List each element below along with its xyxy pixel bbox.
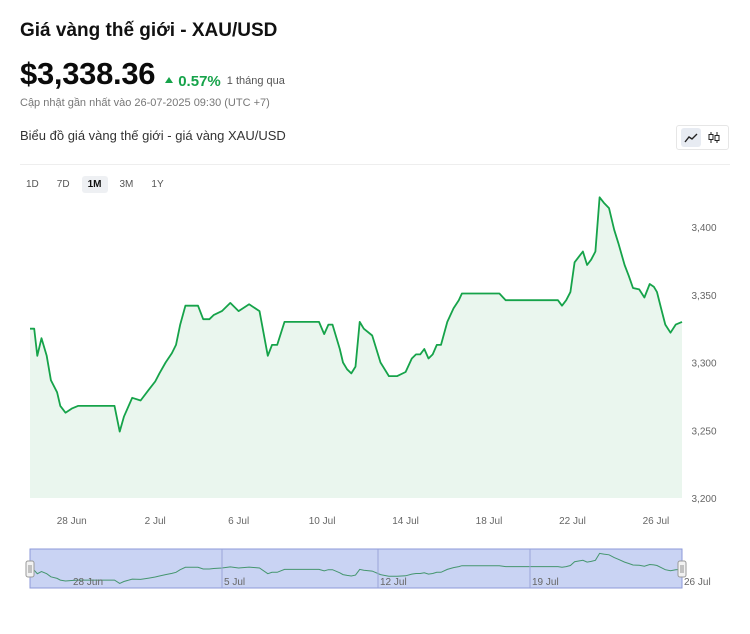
price-area bbox=[30, 197, 682, 499]
price-row: $3,338.36 0.57% 1 tháng qua bbox=[20, 56, 285, 92]
line-chart-icon bbox=[684, 133, 698, 142]
y-tick-label: 3,200 bbox=[691, 494, 716, 505]
price-line bbox=[30, 196, 683, 433]
range-7d[interactable]: 7D bbox=[56, 179, 70, 190]
x-tick-label: 2 Jul bbox=[145, 516, 166, 527]
up-arrow-icon bbox=[165, 77, 174, 83]
navigator-window bbox=[29, 548, 683, 589]
price-change: 0.57% bbox=[165, 73, 221, 90]
y-tick-label: 3,250 bbox=[691, 426, 716, 437]
navigator-label: 5 Jul bbox=[224, 577, 245, 588]
y-tick-label: 3,350 bbox=[691, 291, 716, 302]
range-3m[interactable]: 3M bbox=[119, 179, 134, 190]
x-tick-label: 18 Jul bbox=[476, 516, 503, 527]
candlestick-icon bbox=[708, 132, 720, 143]
navigator-left-handle[interactable] bbox=[25, 560, 35, 578]
change-percent: 0.57% bbox=[178, 72, 221, 90]
last-updated: Cập nhật gần nhất vào 26-07-2025 09:30 (… bbox=[20, 97, 270, 109]
chart-type-toggle bbox=[676, 125, 729, 150]
section-divider bbox=[20, 164, 730, 165]
y-tick-label: 3,400 bbox=[691, 223, 716, 234]
navigator-right-handle[interactable] bbox=[677, 560, 687, 578]
chart-subtitle: Biểu đồ giá vàng thế giới - giá vàng XAU… bbox=[20, 128, 286, 143]
navigator-label: 26 Jul bbox=[684, 577, 711, 588]
navigator-line bbox=[30, 552, 683, 584]
page-title: Giá vàng thế giới - XAU/USD bbox=[20, 20, 278, 41]
line-chart-button[interactable] bbox=[681, 128, 702, 147]
range-1m[interactable]: 1M bbox=[81, 176, 108, 193]
x-tick-label: 10 Jul bbox=[309, 516, 336, 527]
candlestick-chart-button[interactable] bbox=[704, 128, 724, 147]
x-tick-label: 26 Jul bbox=[643, 516, 670, 527]
range-selector: 1D 7D 1M 3M 1Y bbox=[20, 176, 176, 193]
navigator-label: 12 Jul bbox=[380, 577, 407, 588]
x-tick-label: 28 Jun bbox=[57, 516, 87, 527]
x-tick-label: 22 Jul bbox=[559, 516, 586, 527]
y-tick-label: 3,300 bbox=[691, 359, 716, 370]
current-price: $3,338.36 bbox=[20, 56, 156, 91]
x-tick-label: 14 Jul bbox=[392, 516, 419, 527]
navigator-label: 28 Jun bbox=[73, 577, 103, 588]
navigator-label: 19 Jul bbox=[532, 577, 559, 588]
change-period: 1 tháng qua bbox=[226, 75, 285, 87]
range-1y[interactable]: 1Y bbox=[151, 179, 164, 190]
x-tick-label: 6 Jul bbox=[228, 516, 249, 527]
range-1d[interactable]: 1D bbox=[26, 179, 39, 190]
